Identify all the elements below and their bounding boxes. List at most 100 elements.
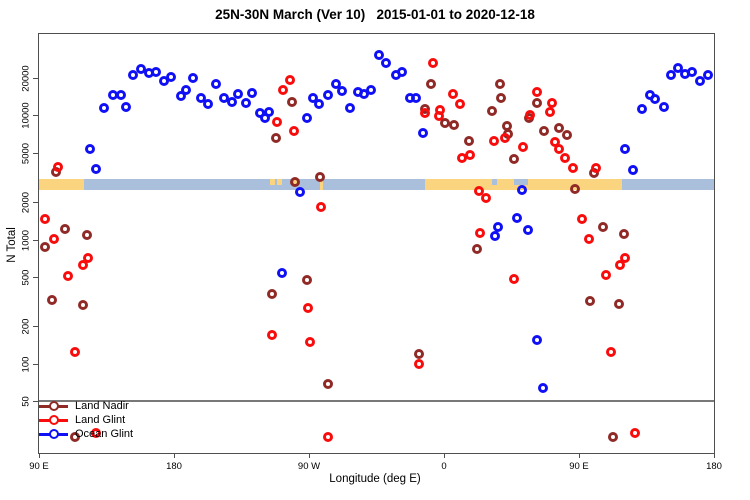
ocean-glint-point (337, 85, 347, 96)
land-nadir-point (40, 241, 50, 252)
ocean-glint-point (628, 164, 638, 175)
land-glint-point (428, 58, 439, 69)
y-tick-label: 2000 (20, 192, 32, 214)
y-tick-mark (33, 276, 38, 278)
ocean-glint-point (532, 335, 542, 346)
ocean-glint-point (181, 84, 191, 95)
ocean-glint-point (188, 73, 199, 84)
land-glint-point (568, 162, 578, 173)
y-tick-label: 20000 (20, 65, 32, 92)
land-glint-point (590, 162, 601, 173)
ocean-glint-point (308, 92, 319, 103)
land-glint-point (448, 89, 458, 100)
land-nadir-point (614, 299, 625, 309)
land-glint-point (70, 347, 80, 358)
ocean-glint-point (263, 107, 274, 118)
land-nadir-point (509, 154, 520, 164)
land-glint-point (547, 97, 557, 108)
ocean-glint-point (227, 96, 238, 107)
land-nadir-point (302, 274, 313, 285)
land-nadir-point (413, 349, 424, 360)
land-glint-point (305, 337, 316, 348)
legend-ring (49, 415, 59, 425)
ocean-glint-point (302, 112, 313, 123)
ocean-glint-point (211, 79, 221, 90)
land-glint-point (434, 110, 445, 121)
legend-item-ocean-glint: Ocean Glint (39, 427, 133, 441)
ocean-glint-point (493, 222, 503, 233)
land-glint-point (53, 161, 64, 172)
land-segment (39, 179, 84, 191)
ocean-glint-point (374, 49, 385, 60)
land-nadir-point (539, 125, 550, 136)
ocean-glint-point (151, 67, 161, 78)
ocean-glint-point (196, 92, 206, 103)
land-glint-point (614, 260, 625, 271)
y-tick-label: 500 (20, 269, 32, 286)
land-glint-point (481, 193, 491, 204)
legend-ring (49, 429, 59, 439)
ocean-glint-point (331, 79, 341, 90)
y-tick-mark (33, 363, 38, 365)
land-glint-point (518, 142, 529, 153)
y-tick-label: 100 (20, 356, 32, 373)
land-glint-point (620, 253, 631, 264)
land-glint-point (316, 202, 326, 213)
land-nadir-point (494, 79, 505, 90)
land-nadir-point (569, 183, 580, 194)
land-glint-point (464, 150, 475, 161)
y-tick-label: 5000 (20, 142, 32, 164)
y-tick-mark (33, 152, 38, 154)
chart-title: 25N-30N March (Ver 10) 2015-01-01 to 202… (215, 7, 535, 22)
land-nadir-point (323, 379, 334, 390)
surface-type-band (39, 179, 714, 191)
land-glint-point (605, 347, 616, 358)
land-nadir-point (82, 229, 92, 240)
ocean-glint-point (650, 94, 661, 105)
land-nadir-point (532, 97, 542, 108)
land-glint-point (302, 303, 313, 314)
ocean-glint-point (686, 67, 697, 78)
land-glint-point (278, 84, 289, 95)
ocean-glint-point (344, 102, 355, 113)
ocean-glint-point (295, 186, 305, 197)
land-glint-point (488, 136, 499, 147)
land-nadir-point (449, 119, 460, 130)
x-tick-label: 180 (706, 461, 722, 472)
land-glint-point (629, 427, 640, 438)
ocean-glint-point (703, 69, 713, 80)
ocean-glint-point (323, 89, 334, 100)
legend-label-ocean-glint: Ocean Glint (75, 428, 134, 440)
x-tick-label: 180 (166, 461, 182, 472)
land-segment-partial (277, 179, 282, 186)
x-tick-mark (38, 453, 40, 458)
y-tick-label: 10000 (20, 102, 32, 130)
ocean-glint-point (241, 97, 251, 108)
legend-symbol-ocean-glint (39, 429, 68, 439)
ocean-glint-point (397, 66, 407, 77)
ocean-glint-point (91, 163, 101, 174)
land-nadir-point (47, 294, 58, 305)
land-nadir-point (598, 222, 608, 233)
ocean-glint-point (85, 143, 95, 154)
land-glint-point (500, 132, 511, 143)
y-tick-mark (33, 78, 38, 80)
land-glint-point (545, 107, 556, 118)
ocean-glint-point (203, 98, 214, 109)
land-nadir-point (562, 129, 572, 140)
land-glint-point (91, 427, 101, 438)
legend-label-land-nadir: Land Nadir (75, 400, 129, 412)
legend-label-land-glint: Land Glint (75, 414, 126, 426)
ocean-glint-point (512, 213, 523, 224)
ocean-glint-point (695, 76, 706, 87)
y-tick-mark (33, 326, 38, 328)
ocean-notch (514, 179, 528, 186)
land-glint-point (83, 253, 94, 264)
land-glint-point (473, 186, 484, 197)
land-glint-point (40, 213, 50, 224)
land-glint-point (554, 143, 565, 154)
legend-ring (49, 401, 59, 411)
land-nadir-point (554, 123, 565, 133)
y-tick-mark (33, 115, 38, 117)
